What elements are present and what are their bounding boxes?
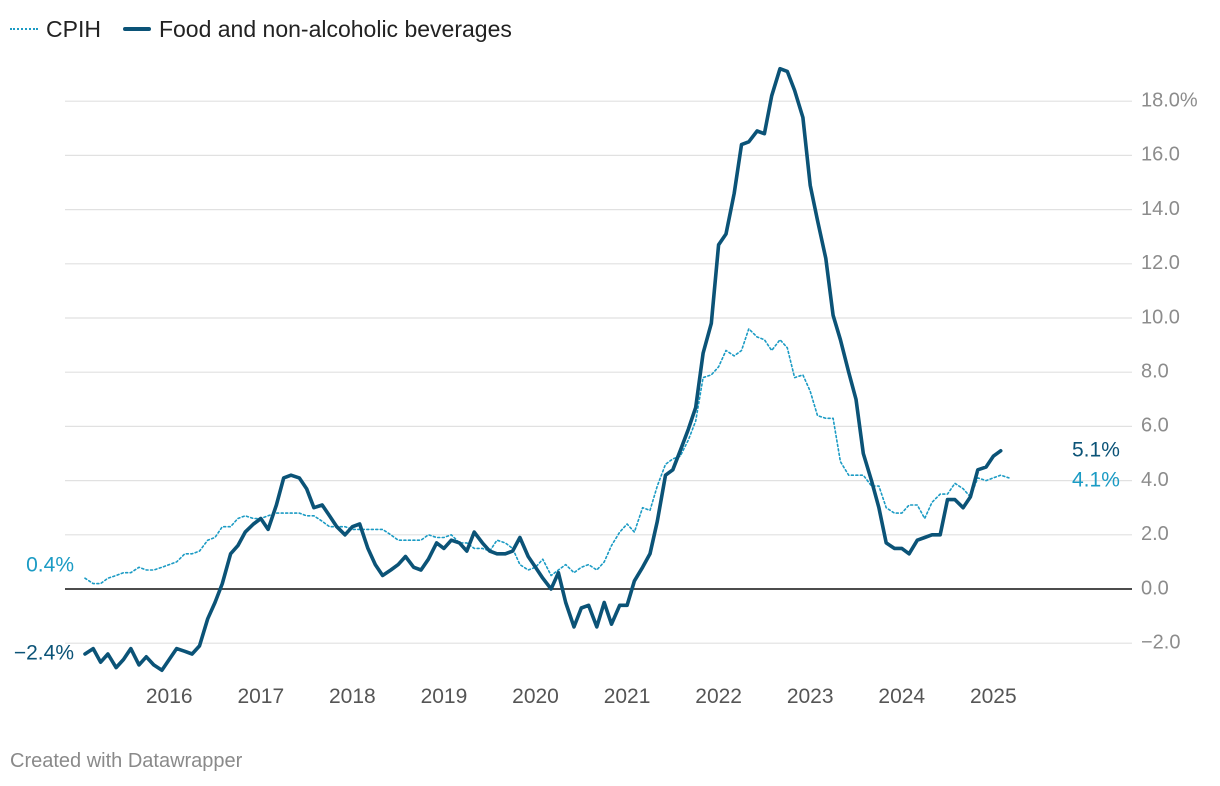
legend-item-cpih: CPIH — [10, 16, 101, 43]
series-lines — [83, 66, 1010, 673]
x-tick-label: 2024 — [878, 685, 925, 708]
series-labels: 0.4% 4.1% −2.4% 5.1% — [14, 438, 1120, 664]
y-tick-label: 0.0 — [1141, 577, 1169, 599]
start-label-cpih: 0.4% — [26, 554, 74, 577]
x-tick-label: 2016 — [146, 685, 193, 708]
legend-label-cpih: CPIH — [46, 15, 101, 42]
end-label-food: 5.1% — [1072, 438, 1120, 461]
y-tick-label: −2.0 — [1141, 631, 1180, 653]
x-tick-label: 2019 — [421, 685, 468, 708]
x-tick-label: 2017 — [237, 685, 284, 708]
x-axis-ticks: 2016 2017 2018 2019 2020 2021 2022 2023 2024 2025 — [146, 685, 1017, 708]
x-tick-label: 2018 — [329, 685, 376, 708]
line-chart: −2.0 0.0 2.0 4.0 6.0 8.0 10.0 12.0 14.0 16.0 18.0%… — [14, 66, 1198, 708]
legend-item-food: Food and non-alcoholic beverages — [122, 15, 512, 43]
y-tick-label: 4.0 — [1141, 469, 1169, 491]
datawrapper-credit: Created with Datawrapper — [10, 750, 243, 772]
chart-legend: CPIH Food and non-alcoholic beverages — [10, 14, 534, 44]
start-label-food: −2.4% — [14, 642, 74, 665]
x-tick-label: 2023 — [787, 685, 834, 708]
y-tick-label: 14.0 — [1141, 198, 1180, 220]
end-label-cpih: 4.1% — [1072, 468, 1120, 491]
legend-swatch-food — [122, 27, 151, 31]
series-line-food — [83, 66, 1003, 673]
y-tick-label: 6.0 — [1141, 415, 1169, 437]
y-tick-label: 8.0 — [1141, 360, 1169, 382]
x-tick-label: 2025 — [970, 685, 1017, 708]
y-tick-label: 2.0 — [1141, 523, 1169, 545]
series-line-cpih — [84, 327, 1010, 585]
y-tick-label: 16.0 — [1141, 144, 1180, 166]
x-tick-label: 2022 — [695, 685, 742, 708]
y-axis-ticks: −2.0 0.0 2.0 4.0 6.0 8.0 10.0 12.0 14.0 16.0 18.0% — [1141, 89, 1198, 653]
legend-swatch-cpih — [10, 28, 38, 30]
y-tick-label: 10.0 — [1141, 306, 1180, 328]
y-tick-label: 12.0 — [1141, 252, 1180, 274]
y-tick-label: 18.0% — [1141, 89, 1198, 111]
x-tick-label: 2020 — [512, 685, 559, 708]
gridlines — [65, 100, 1132, 644]
x-tick-label: 2021 — [604, 685, 651, 708]
legend-label-food: Food and non-alcoholic beverages — [158, 15, 512, 42]
